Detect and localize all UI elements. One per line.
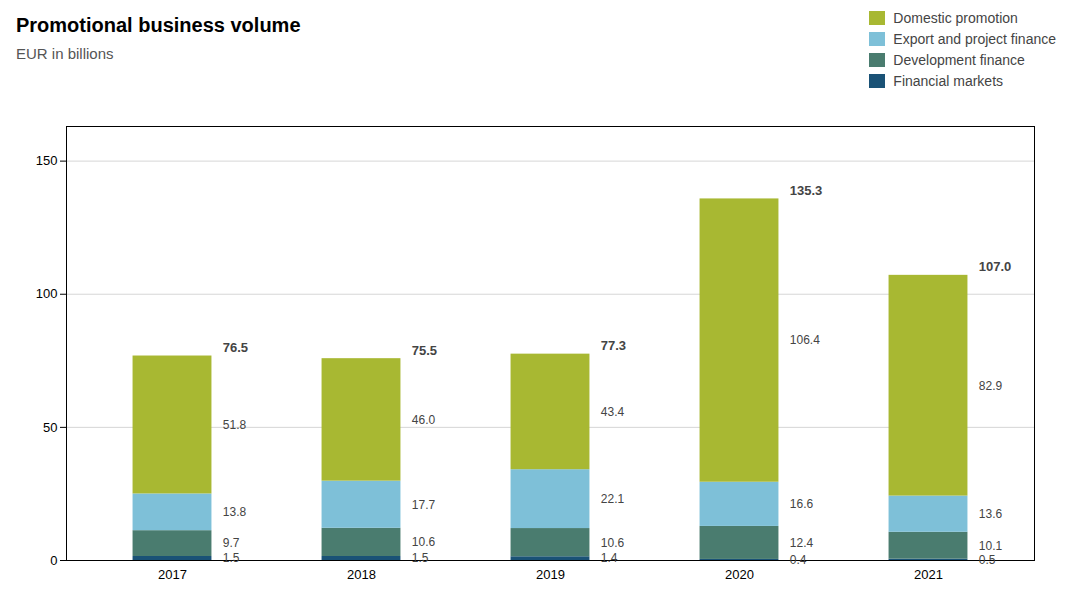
svg-text:2020: 2020 bbox=[725, 567, 754, 582]
svg-text:2019: 2019 bbox=[536, 567, 565, 582]
svg-text:22.1: 22.1 bbox=[601, 492, 625, 506]
svg-text:76.5: 76.5 bbox=[223, 340, 248, 355]
svg-text:46.0: 46.0 bbox=[412, 413, 436, 427]
svg-text:51.8: 51.8 bbox=[223, 418, 247, 432]
svg-text:0.4: 0.4 bbox=[790, 553, 807, 567]
svg-text:2021: 2021 bbox=[914, 567, 943, 582]
svg-text:106.4: 106.4 bbox=[790, 333, 820, 347]
svg-text:2018: 2018 bbox=[347, 567, 376, 582]
svg-text:82.9: 82.9 bbox=[979, 379, 1003, 393]
svg-text:17.7: 17.7 bbox=[412, 498, 436, 512]
html-text:EUR in billions: EUR in billions bbox=[16, 45, 114, 62]
svg-text:100: 100 bbox=[36, 286, 58, 301]
svg-text:1.4: 1.4 bbox=[601, 551, 618, 565]
svg-text:13.8: 13.8 bbox=[223, 505, 247, 519]
svg-text:2017: 2017 bbox=[158, 567, 187, 582]
html-text:Export and project finance: Export and project finance bbox=[893, 31, 1056, 47]
svg-text:1.5: 1.5 bbox=[412, 551, 429, 565]
svg-text:12.4: 12.4 bbox=[790, 536, 814, 550]
svg-text:13.6: 13.6 bbox=[979, 507, 1003, 521]
svg-text:135.3: 135.3 bbox=[790, 183, 823, 198]
svg-text:50: 50 bbox=[43, 420, 57, 435]
svg-text:0: 0 bbox=[50, 553, 57, 568]
svg-text:107.0: 107.0 bbox=[979, 259, 1012, 274]
html-text:Financial markets: Financial markets bbox=[893, 73, 1003, 89]
html-text:Domestic promotion: Domestic promotion bbox=[893, 10, 1018, 26]
svg-text:43.4: 43.4 bbox=[601, 405, 625, 419]
svg-text:10.6: 10.6 bbox=[601, 536, 625, 550]
svg-text:150: 150 bbox=[36, 153, 58, 168]
svg-text:16.6: 16.6 bbox=[790, 497, 814, 511]
html-text:Promotional business volume: Promotional business volume bbox=[16, 14, 301, 36]
svg-text:0.5: 0.5 bbox=[979, 553, 996, 567]
svg-text:1.5: 1.5 bbox=[223, 551, 240, 565]
html-text:Development finance: Development finance bbox=[893, 52, 1025, 68]
svg-text:10.1: 10.1 bbox=[979, 539, 1003, 553]
svg-text:77.3: 77.3 bbox=[601, 338, 626, 353]
svg-text:75.5: 75.5 bbox=[412, 343, 437, 358]
svg-text:9.7: 9.7 bbox=[223, 536, 240, 550]
svg-text:10.6: 10.6 bbox=[412, 535, 436, 549]
